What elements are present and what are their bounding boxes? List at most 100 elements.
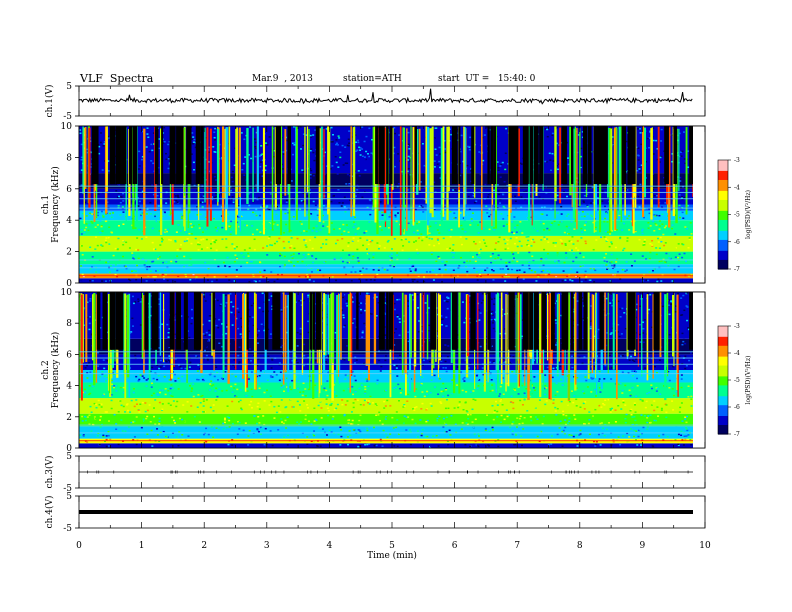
spectral-pixel bbox=[503, 418, 506, 421]
spectral-pixel bbox=[556, 212, 559, 214]
spectral-pixel bbox=[152, 407, 155, 409]
spectral-pixel bbox=[162, 232, 165, 234]
spectral-pixel bbox=[333, 181, 336, 183]
spectral-pixel bbox=[344, 211, 347, 213]
spectral-pixel bbox=[352, 226, 355, 229]
spectral-pixel bbox=[268, 136, 271, 138]
spectral-pixel bbox=[506, 386, 509, 389]
spectral-pixel bbox=[94, 201, 97, 203]
spectral-pixel bbox=[290, 388, 293, 391]
spectral-pixel bbox=[484, 269, 487, 272]
spectral-pixel bbox=[621, 392, 624, 394]
spectral-pixel bbox=[161, 420, 164, 422]
spectral-pixel bbox=[612, 439, 615, 441]
spectral-pixel bbox=[518, 423, 521, 425]
spectral-pixel bbox=[332, 195, 335, 197]
spectral-pixel bbox=[226, 256, 229, 259]
spectral-pixel bbox=[411, 418, 414, 421]
spectral-pixel bbox=[560, 183, 563, 186]
spectral-pixel bbox=[280, 384, 283, 387]
spectral-pixel bbox=[270, 147, 273, 149]
spectral-pixel bbox=[552, 402, 555, 404]
spectral-pixel bbox=[239, 399, 242, 402]
spectral-pixel bbox=[158, 440, 161, 443]
spectral-pixel bbox=[269, 430, 272, 432]
spectral-pixel bbox=[620, 260, 623, 263]
spectral-pixel bbox=[458, 409, 461, 411]
spectral-pixel bbox=[464, 401, 467, 404]
spectral-pixel bbox=[154, 423, 157, 425]
spectral-pixel bbox=[285, 427, 288, 429]
spectral-pixel bbox=[536, 196, 539, 199]
spectral-pixel bbox=[228, 279, 231, 281]
spectral-pixel bbox=[318, 418, 321, 420]
spectral-pixel bbox=[676, 230, 679, 232]
spectral-pixel bbox=[225, 389, 228, 392]
spectral-pixel bbox=[145, 260, 148, 262]
colorbar-segment bbox=[718, 236, 728, 239]
spectral-pixel bbox=[215, 279, 218, 281]
sferic-line bbox=[104, 126, 108, 214]
spectral-pixel bbox=[409, 181, 412, 184]
spectral-pixel bbox=[152, 222, 155, 225]
spectral-pixel bbox=[653, 409, 656, 412]
spectral-pixel bbox=[419, 181, 422, 183]
spectral-pixel bbox=[677, 134, 680, 137]
spectral-pixel bbox=[403, 404, 406, 406]
spectral-pixel bbox=[100, 225, 103, 228]
spectral-pixel bbox=[543, 162, 546, 164]
spectral-pixel bbox=[473, 440, 476, 443]
spectral-pixel bbox=[140, 426, 143, 429]
spectral-pixel bbox=[291, 257, 294, 259]
colorbar-tick-label: -3 bbox=[734, 157, 740, 164]
spectral-pixel bbox=[551, 152, 554, 155]
spectral-pixel bbox=[556, 428, 559, 431]
spectral-pixel bbox=[114, 268, 117, 270]
spectral-pixel bbox=[374, 444, 377, 446]
spectral-pixel bbox=[189, 223, 192, 225]
sferic-line bbox=[383, 127, 387, 214]
spectral-pixel bbox=[532, 238, 535, 241]
spectral-pixel bbox=[638, 429, 641, 432]
spectral-pixel bbox=[215, 387, 218, 390]
spectral-pixel bbox=[446, 398, 449, 401]
spectral-pixel bbox=[117, 183, 120, 186]
spectral-pixel bbox=[326, 165, 329, 167]
spectral-pixel bbox=[104, 239, 107, 242]
spectral-pixel bbox=[289, 246, 292, 249]
spectral-pixel bbox=[100, 403, 103, 405]
spectral-pixel bbox=[614, 421, 617, 423]
spectral-pixel bbox=[526, 260, 529, 263]
spectral-pixel bbox=[465, 238, 468, 240]
spectral-pixel bbox=[366, 239, 369, 241]
spectral-pixel bbox=[307, 253, 310, 256]
spectral-pixel bbox=[397, 399, 400, 402]
spectral-pixel bbox=[188, 232, 191, 235]
spectral-pixel bbox=[321, 186, 324, 188]
spectral-pixel bbox=[128, 243, 131, 245]
spectral-pixel bbox=[479, 221, 482, 223]
spectral-pixel bbox=[425, 236, 428, 238]
spectral-pixel bbox=[505, 256, 508, 258]
spectral-pixel bbox=[225, 426, 228, 429]
spectral-pixel bbox=[690, 405, 693, 407]
spectral-pixel bbox=[491, 384, 494, 386]
colorbar-segment bbox=[718, 225, 728, 228]
spectral-pixel bbox=[478, 241, 481, 243]
spectral-pixel bbox=[79, 434, 82, 436]
spectral-pixel bbox=[502, 268, 505, 270]
spectral-pixel bbox=[654, 279, 657, 281]
spectral-pixel bbox=[487, 196, 490, 198]
spectral-pixel bbox=[86, 148, 89, 151]
spectral-pixel bbox=[96, 190, 99, 192]
spectral-pixel bbox=[579, 265, 582, 268]
spectral-pixel bbox=[341, 243, 344, 245]
spectral-pixel bbox=[242, 429, 245, 432]
spectral-pixel bbox=[221, 226, 224, 229]
spectral-pixel bbox=[287, 212, 290, 214]
spectral-pixel bbox=[132, 387, 135, 390]
spectral-pixel bbox=[138, 165, 141, 167]
spectral-pixel bbox=[355, 143, 358, 145]
spectral-pixel bbox=[420, 204, 423, 207]
spectral-pixel bbox=[189, 385, 192, 387]
